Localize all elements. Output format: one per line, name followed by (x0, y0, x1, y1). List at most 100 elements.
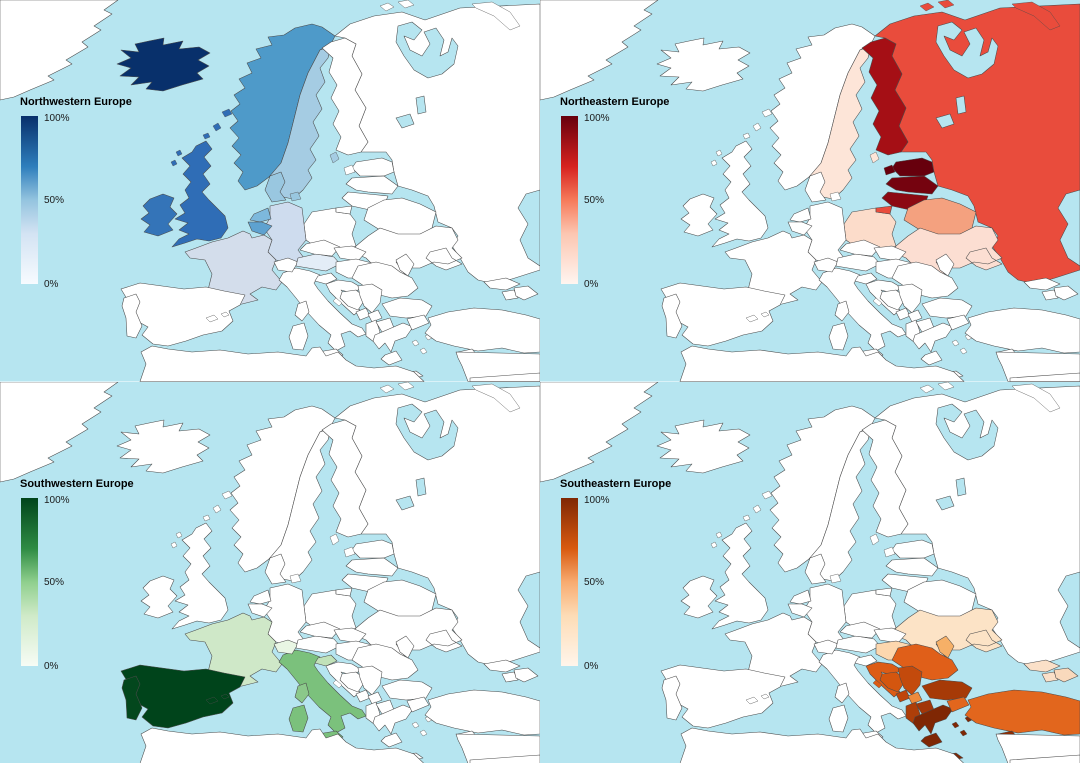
country-netherlands (249, 207, 272, 223)
country-estonia-isles (883, 164, 896, 176)
country-arctic-isles (919, 0, 1061, 31)
legend-tick-label: 0% (44, 661, 59, 672)
country-croatia-isles (872, 679, 883, 688)
country-belgium (787, 603, 813, 617)
legend-tick-label: 100% (584, 495, 610, 506)
map-southwestern-europe: Southwestern Europe 100% 50% 0% (0, 381, 540, 763)
country-africa (679, 345, 965, 382)
country-gotland (869, 151, 880, 164)
country-slovenia (314, 272, 338, 285)
country-denmark (264, 171, 287, 203)
country-slovakia (873, 245, 907, 262)
country-ireland (140, 575, 178, 618)
country-sardinia (828, 322, 849, 351)
country-bosnia (339, 671, 367, 692)
country-ireland (680, 193, 718, 237)
legend: Southeastern Europe 100% 50% 0% (560, 478, 671, 672)
country-azerbaijan (1053, 667, 1079, 682)
legend-gradient-bar (21, 116, 38, 284)
country-estonia-isles (343, 546, 356, 557)
map-svg-southeastern-europe: Southeastern Europe 100% 50% 0% (540, 381, 1080, 763)
legend: Northeastern Europe 100% 50% 0% (560, 96, 669, 290)
country-denmark (804, 171, 827, 203)
country-switzerland (813, 639, 839, 654)
country-slovakia (873, 627, 907, 643)
country-mideast (455, 733, 540, 763)
country-greece (912, 704, 954, 747)
country-onega (415, 95, 427, 115)
country-egypt-sliver (1009, 754, 1080, 763)
country-croatia-isles (332, 297, 343, 307)
country-uk (711, 522, 769, 629)
country-kosovo (367, 691, 383, 704)
country-kaliningrad (335, 205, 353, 215)
country-iceland (116, 37, 211, 92)
country-netherlands (249, 589, 272, 604)
country-azerbaijan (513, 667, 539, 682)
country-bulgaria (921, 679, 973, 700)
legend-title: Southwestern Europe (20, 478, 134, 490)
country-kosovo (367, 309, 383, 323)
country-greenland (540, 381, 659, 482)
country-egypt-sliver (469, 754, 540, 763)
legend-tick-label: 50% (44, 577, 64, 588)
legend-title: Northeastern Europe (560, 96, 669, 108)
country-africa (139, 727, 425, 763)
legend-tick-label: 50% (44, 195, 64, 206)
legend-tick-label: 50% (584, 195, 604, 206)
country-onega (415, 477, 427, 496)
country-arctic-isles (919, 381, 1061, 412)
country-serbia (897, 665, 923, 695)
country-ladoga (395, 113, 415, 129)
country-serbia (357, 283, 383, 314)
country-moldova (395, 253, 415, 277)
country-faroe (221, 490, 233, 499)
country-belgium (247, 603, 273, 617)
country-greece (372, 704, 414, 747)
country-switzerland (813, 257, 839, 273)
country-czechia (839, 621, 881, 638)
map-svg-northwestern-europe: Northwestern Europe 100% 50% 0% (0, 0, 540, 382)
country-ireland (140, 193, 178, 237)
country-estonia-isles (343, 164, 356, 176)
country-portugal (121, 675, 143, 720)
map-northeastern-europe: Northeastern Europe 100% 50% 0% (540, 0, 1080, 382)
country-belgium (787, 221, 813, 236)
country-corsica (834, 300, 850, 322)
legend-tick-label: 0% (584, 279, 599, 290)
country-faroe (221, 108, 233, 118)
legend-gradient-bar (561, 116, 578, 284)
legend-gradient-bar (21, 497, 38, 666)
country-arctic-isles (379, 381, 521, 412)
country-ireland (680, 575, 718, 618)
country-balearics (745, 311, 770, 323)
legend-tick-label: 0% (584, 661, 599, 672)
country-slovenia (854, 654, 878, 666)
country-faroe (761, 108, 773, 118)
legend-tick-label: 0% (44, 279, 59, 290)
country-corsica (294, 300, 310, 322)
country-white-sea (935, 403, 999, 460)
country-turkey (406, 307, 540, 354)
country-moldova (395, 635, 415, 658)
country-czechia (299, 239, 341, 257)
country-slovenia (854, 272, 878, 285)
country-serbia (357, 665, 383, 695)
country-croatia-isles (872, 297, 883, 307)
country-georgia (483, 277, 521, 291)
country-uk-isles (170, 122, 222, 167)
country-turkey (946, 689, 1080, 735)
country-slovakia (333, 245, 367, 262)
country-uk-isles (710, 504, 762, 548)
country-kosovo (907, 691, 923, 704)
country-africa (679, 727, 965, 763)
legend-tick-label: 100% (44, 113, 70, 124)
country-portugal (121, 293, 143, 339)
country-belgium (247, 221, 273, 236)
country-caspian (517, 571, 540, 648)
country-caspian (1057, 189, 1080, 267)
country-iceland (116, 419, 211, 473)
country-latvia (885, 557, 939, 576)
country-france (184, 230, 283, 307)
